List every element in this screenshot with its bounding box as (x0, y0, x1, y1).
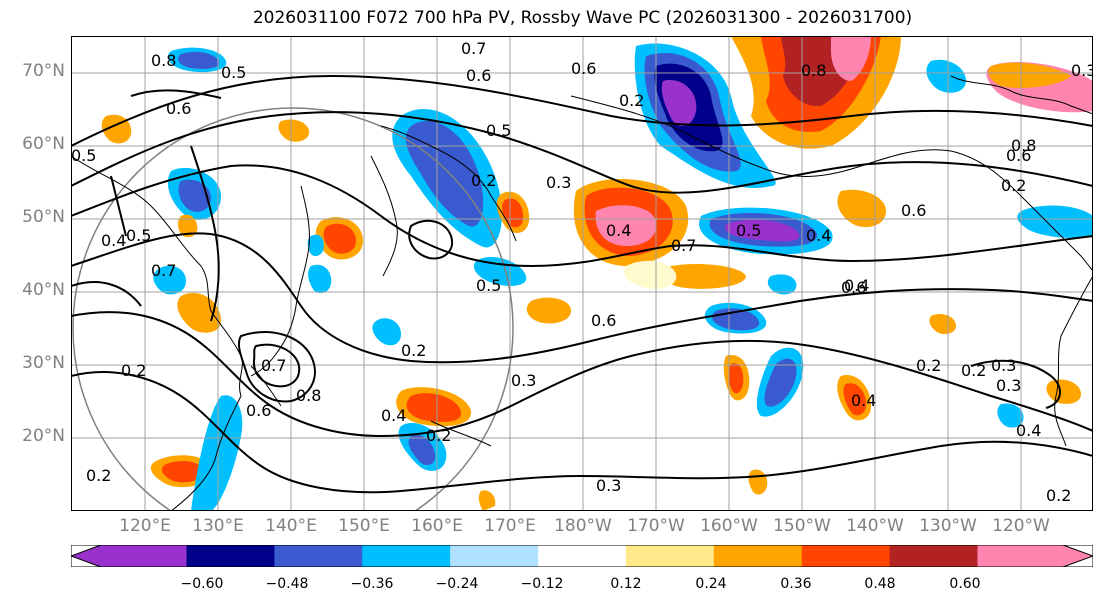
colorbar-tick-label: −0.24 (435, 576, 479, 592)
colorbar-segment (71, 545, 187, 567)
colorbar-segment (450, 545, 539, 567)
contour-label: 0.8 (801, 61, 826, 80)
colorbar-tick-label: −0.60 (180, 576, 224, 592)
pv-contours (71, 74, 1093, 494)
contour-label: 0.5 (71, 146, 96, 165)
contour-label: 0.7 (461, 39, 486, 58)
lon-label-160e: 160°E (411, 516, 463, 536)
colorbar-tick-label: 0.60 (949, 576, 981, 592)
contour-label: 0.6 (1006, 146, 1031, 165)
contour-label: 0.7 (151, 261, 176, 280)
lon-label-130e: 130°E (192, 516, 244, 536)
colorbar-segment (713, 545, 803, 567)
contour-label: 0.5 (476, 276, 501, 295)
contour-label: 0.6 (841, 278, 866, 297)
contour-label: 0.2 (426, 426, 451, 445)
contour-label: 0.6 (571, 59, 596, 78)
lat-label-60n: 60°N (22, 134, 65, 154)
contour-label: 0.4 (606, 221, 631, 240)
lat-label-70n: 70°N (22, 61, 65, 81)
contour-label: 0.4 (806, 226, 831, 245)
lon-label-170w: 170°W (627, 516, 685, 536)
contour-label: 0.2 (1046, 486, 1071, 505)
colorbar-segment (889, 545, 978, 567)
contour-label: 0.8 (296, 386, 321, 405)
colorbar-tick-label: −0.36 (350, 576, 394, 592)
contour-label: 0.4 (844, 276, 869, 295)
contour-label: 0.2 (916, 356, 941, 375)
contour-label: 0.5 (736, 221, 761, 240)
lat-label-20n: 20°N (22, 426, 65, 446)
contour-label: 0.6 (246, 401, 271, 420)
contour-label: 0.5 (126, 226, 151, 245)
colorbar-segment (186, 545, 275, 567)
contour-label: 0.4 (851, 391, 876, 410)
colorbar-segment (977, 545, 1093, 567)
contour-label: 0.5 (486, 121, 511, 140)
colorbar-tick-label: 0.12 (610, 576, 642, 592)
lon-label-170e: 170°E (484, 516, 536, 536)
contour-label: 0.3 (1071, 61, 1093, 80)
lon-label-130w: 130°W (919, 516, 977, 536)
colorbar-tick-label: −0.12 (520, 576, 564, 592)
contour-label: 0.3 (596, 476, 621, 495)
contour-label: 0.2 (1001, 176, 1026, 195)
colorbar-segment (538, 545, 627, 567)
contour-label: 0.2 (121, 361, 146, 380)
colorbar-tick-label: 0.24 (695, 576, 727, 592)
contour-label: 0.6 (466, 66, 491, 85)
contour-label: 0.6 (166, 99, 191, 118)
contour-label: 0.7 (671, 236, 696, 255)
contour-label: 0.4 (1016, 421, 1041, 440)
colorbar-tick-label: −0.48 (265, 576, 309, 592)
colorbar-segment (625, 545, 715, 567)
contour-label: 0.2 (401, 341, 426, 360)
lon-label-120e: 120°E (119, 516, 171, 536)
contour-label: 0.4 (101, 231, 126, 250)
domain-circle (72, 107, 514, 511)
contour-label: 0.6 (591, 311, 616, 330)
colorbar-segments (71, 545, 1093, 567)
colorbar-tick-label: 0.48 (864, 576, 896, 592)
contour-label: 0.4 (381, 406, 406, 425)
contour-label: 0.3 (511, 371, 536, 390)
contour-label: 0.3 (991, 356, 1016, 375)
pv-map: 0.8 0.5 0.7 0.6 0.6 0.5 0.6 0.8 0.5 0.2 … (71, 36, 1093, 511)
colorbar-segment (801, 545, 891, 567)
lat-label-50n: 50°N (22, 207, 65, 227)
colorbar-tick-label: 0.36 (780, 576, 812, 592)
lat-label-30n: 30°N (22, 353, 65, 373)
colorbar (71, 545, 1093, 567)
colorbar-segment (274, 545, 363, 567)
lon-label-150e: 150°E (338, 516, 390, 536)
lat-label-40n: 40°N (22, 280, 65, 300)
lon-label-180w: 180°W (554, 516, 612, 536)
contour-label: 0.8 (151, 51, 176, 70)
contour-label: 0.8 (1011, 136, 1036, 155)
lon-label-140w: 140°W (846, 516, 904, 536)
lon-label-140e: 140°E (265, 516, 317, 536)
lon-label-150w: 150°W (773, 516, 831, 536)
contour-label: 0.2 (471, 171, 496, 190)
contour-label: 0.2 (961, 361, 986, 380)
contour-label: 0.5 (221, 63, 246, 82)
colorbar-segment (362, 545, 451, 567)
contour-label: 0.7 (261, 356, 286, 375)
lon-label-120w: 120°W (992, 516, 1050, 536)
contour-label: 0.3 (996, 376, 1021, 395)
contour-label: 0.2 (86, 466, 111, 485)
lon-label-160w: 160°W (700, 516, 758, 536)
map-title: 2026031100 F072 700 hPa PV, Rossby Wave … (252, 8, 913, 28)
contour-labels: 0.8 0.5 0.7 0.6 0.6 0.5 0.6 0.8 0.5 0.2 … (71, 39, 1093, 505)
contour-label: 0.2 (619, 91, 644, 110)
contour-label: 0.6 (901, 201, 926, 220)
contour-label: 0.3 (546, 173, 571, 192)
coastlines (71, 75, 1093, 511)
